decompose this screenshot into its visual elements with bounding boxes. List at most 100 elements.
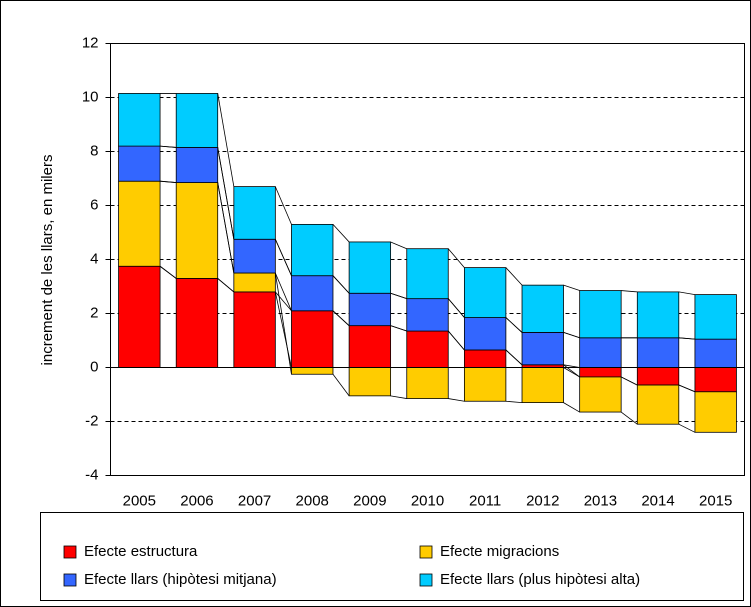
bar-segment (521, 331, 564, 366)
legend-swatch (63, 545, 77, 559)
bar-segment (233, 186, 276, 240)
x-tick-label: 2008 (296, 492, 329, 509)
bar-segment (521, 284, 564, 333)
connector-line (217, 182, 235, 274)
bar-segment (175, 277, 219, 368)
x-tick-label: 2014 (641, 492, 674, 509)
legend-swatch (63, 573, 77, 587)
bar-segment (636, 291, 680, 339)
bar-segment (348, 241, 392, 294)
connector-line (620, 411, 638, 425)
connector-line (563, 367, 580, 378)
connector-line (332, 275, 350, 294)
bar-segment (175, 93, 219, 148)
bar-segment (175, 182, 219, 279)
bar-segment (233, 238, 276, 274)
connector-line (275, 291, 292, 312)
connector-line (563, 332, 580, 339)
connector-line (274, 272, 292, 311)
connector-line (332, 224, 350, 243)
connector-line (159, 265, 177, 279)
connector-line (620, 376, 638, 386)
y-axis-label: increment de les llars, en milers (39, 155, 56, 366)
connector-line (274, 186, 292, 225)
bar-segment (406, 367, 449, 399)
connector-line (332, 310, 350, 326)
connector-line (678, 384, 696, 393)
bar-segment (118, 265, 161, 368)
legend-swatch (419, 545, 433, 559)
bar-segment (406, 330, 449, 368)
bar-segment (521, 367, 564, 403)
x-tick-label: 2012 (526, 492, 559, 509)
bar-segment (579, 367, 622, 378)
bar-segment (694, 391, 737, 433)
y-tick-label: -4 (85, 466, 98, 483)
bar-segment (579, 290, 622, 339)
bar-segment (463, 349, 507, 368)
connector-line (678, 337, 695, 340)
bar-segment (291, 310, 334, 368)
x-tick-label: 2010 (411, 492, 444, 509)
bar-segment (463, 317, 507, 351)
bar-segment (233, 272, 276, 293)
bar-segment (406, 298, 449, 332)
connector-line (274, 239, 292, 276)
connector-line (621, 290, 638, 293)
bar-segment (233, 291, 276, 368)
bar-segment (348, 292, 392, 327)
bar-segment (118, 180, 161, 267)
x-tick-label: 2009 (353, 492, 386, 509)
y-tick-label: 4 (90, 250, 98, 267)
legend-label: Efecte llars (plus hipòtesi alta) (440, 571, 640, 588)
bar-segment (291, 367, 334, 375)
connector-line (505, 400, 523, 403)
bar-segment (694, 294, 737, 340)
connector-line (447, 330, 465, 351)
connector-line (160, 180, 177, 183)
y-tick-label: 2 (90, 304, 98, 321)
connector-line (505, 317, 523, 333)
connector-line (390, 395, 407, 399)
y-tick-label: -2 (85, 412, 98, 429)
connector-line (217, 278, 235, 293)
bar-segment (694, 338, 737, 368)
legend-label: Efecte llars (hipòtesi mitjana) (84, 571, 277, 588)
bar-segment (463, 267, 507, 318)
legend-swatch (419, 573, 433, 587)
connector-line (217, 147, 235, 240)
connector-line (217, 93, 235, 187)
connector-line (448, 398, 465, 402)
bar-segment (463, 367, 507, 402)
bar-segment (348, 367, 392, 397)
connector-line (160, 145, 177, 148)
bar-segment (636, 384, 680, 425)
y-tick-label: 12 (82, 34, 99, 51)
y-tick-label: 10 (82, 88, 99, 105)
bar-segment (636, 337, 680, 368)
x-tick-label: 2007 (238, 492, 271, 509)
connector-line (447, 298, 465, 318)
bar-segment (579, 337, 622, 368)
connector-line (563, 402, 580, 413)
bar-segment (118, 145, 161, 182)
bar-segment (636, 367, 680, 386)
y-tick-label: 8 (90, 142, 98, 159)
connector-line (274, 272, 292, 375)
legend-label: Efecte migracions (440, 543, 559, 560)
bar-segment (348, 325, 392, 368)
bar-segment (579, 376, 622, 413)
legend-label: Efecte estructura (84, 543, 198, 560)
connector-line (447, 248, 465, 268)
y-tick-label: 6 (90, 196, 98, 213)
x-tick-label: 2006 (180, 492, 213, 509)
connector-line (390, 325, 407, 332)
connector-line (390, 241, 407, 250)
connector-line (332, 374, 350, 397)
bar-segment (291, 223, 334, 277)
x-tick-label: 2013 (584, 492, 617, 509)
bar-segment (406, 248, 449, 300)
connector-line (678, 423, 696, 433)
bar-segment (694, 367, 737, 393)
